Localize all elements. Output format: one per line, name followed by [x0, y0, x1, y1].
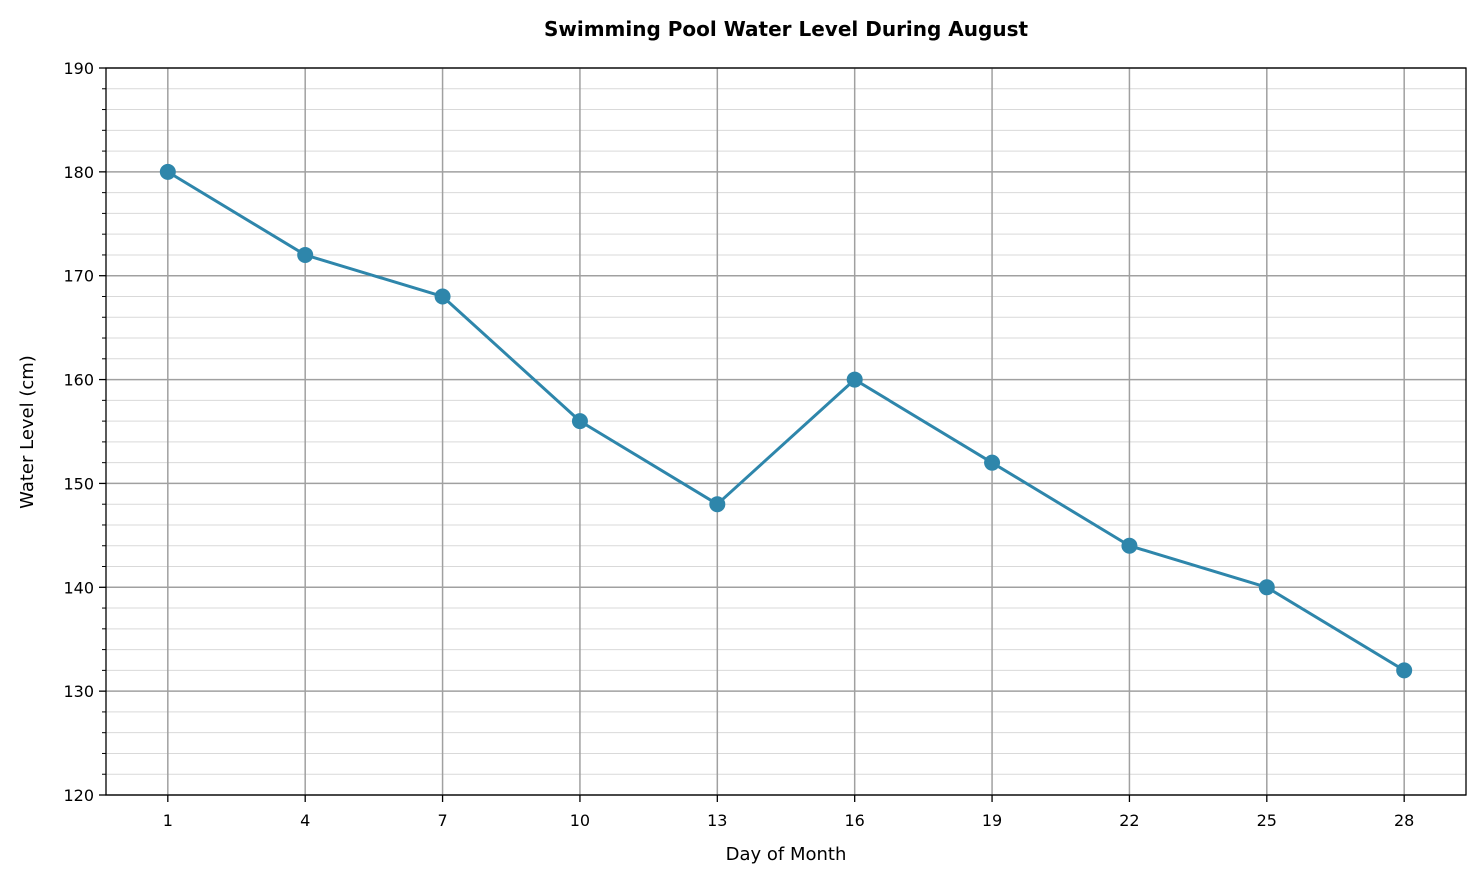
- y-tick-label: 180: [63, 163, 94, 182]
- y-tick-label: 140: [63, 578, 94, 597]
- data-point: [571, 413, 588, 430]
- data-point: [1121, 537, 1138, 554]
- x-tick-label: 13: [707, 811, 727, 830]
- data-point: [297, 246, 314, 263]
- chart-title: Swimming Pool Water Level During August: [544, 17, 1029, 41]
- major-gridlines: [106, 67, 1466, 796]
- data-point: [1396, 662, 1413, 679]
- y-tick-label: 160: [63, 371, 94, 390]
- x-tick-label: 10: [570, 811, 590, 830]
- y-tick-label: 150: [63, 474, 94, 493]
- x-axis-label: Day of Month: [726, 844, 847, 865]
- x-tick-label: 28: [1394, 811, 1414, 830]
- data-point: [846, 371, 863, 388]
- x-tick-label: 19: [982, 811, 1002, 830]
- data-point: [159, 163, 176, 180]
- x-tick-label: 16: [845, 811, 865, 830]
- x-tick-label: 1: [163, 811, 173, 830]
- x-tick-label: 4: [300, 811, 310, 830]
- y-tick-label: 120: [63, 786, 94, 805]
- data-point: [1258, 579, 1275, 596]
- y-tick-label: 170: [63, 267, 94, 286]
- y-tick-label: 190: [63, 59, 94, 78]
- plot-frame: [105, 67, 1467, 796]
- data-point: [709, 496, 726, 513]
- minor-gridlines: [106, 88, 1466, 775]
- series-line: [167, 170, 1405, 672]
- x-tick-label: 22: [1119, 811, 1139, 830]
- series-layer: [159, 163, 1413, 679]
- x-tick-label: 7: [437, 811, 447, 830]
- x-tick-label: 25: [1257, 811, 1277, 830]
- y-axis-label: Water Level (cm): [17, 355, 38, 509]
- axis-ticks: 120 130 140 150 160 170 180 190 1 4 7 10 13 16 19 22 25 2…: [63, 59, 1414, 830]
- data-point: [984, 454, 1001, 471]
- y-tick-label: 130: [63, 682, 94, 701]
- data-point: [434, 288, 451, 305]
